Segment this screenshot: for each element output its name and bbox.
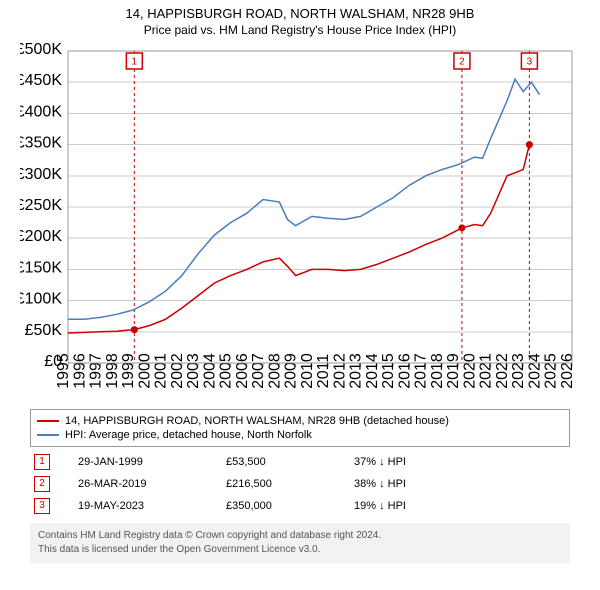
x-axis-label: 2026 [559,353,576,389]
series-legend: 14, HAPPISBURGH ROAD, NORTH WALSHAM, NR2… [30,409,570,447]
chart-marker-label: 3 [527,57,533,68]
x-axis-label: 2014 [364,353,381,389]
attribution-box: Contains HM Land Registry data © Crown c… [30,523,570,563]
x-axis-label: 2008 [266,353,283,389]
sale-row: 2 26-MAR-2019£216,50038% ↓ HPI [30,473,570,495]
x-axis-label: 1998 [104,353,121,389]
y-axis-label: £100K [20,291,62,308]
legend-swatch [37,420,59,422]
sale-point [458,224,465,231]
x-axis-label: 2011 [315,354,332,389]
y-axis-label: £450K [20,72,62,89]
x-axis-label: 2019 [445,353,462,389]
y-axis-label: £350K [20,135,62,152]
sale-marker-box: 3 [34,498,50,514]
y-axis-label: £150K [20,259,62,276]
x-axis-label: 2015 [380,353,397,389]
x-axis-label: 2021 [478,353,495,389]
y-axis-label: £200K [20,228,62,245]
x-axis-label: 1996 [71,353,88,389]
x-axis-label: 2009 [283,353,300,389]
chart-svg: £0£50K£100K£150K£200K£250K£300K£350K£400… [20,43,580,403]
x-axis-label: 2018 [429,353,446,389]
sale-date: 26-MAR-2019 [74,473,222,495]
legend-label: HPI: Average price, detached house, Nort… [65,429,312,441]
chart-marker-label: 2 [459,57,465,68]
sale-date: 19-MAY-2023 [74,495,222,517]
sale-point [526,141,533,148]
x-axis-label: 2016 [396,353,413,389]
x-axis-label: 2025 [543,353,560,389]
legend-label: 14, HAPPISBURGH ROAD, NORTH WALSHAM, NR2… [65,415,449,427]
y-axis-label: £400K [20,103,62,120]
y-axis-label: £50K [25,322,63,339]
chart-subtitle: Price paid vs. HM Land Registry's House … [0,21,600,43]
x-axis-label: 2006 [234,353,251,389]
x-axis-label: 2012 [331,353,348,389]
x-axis-label: 2005 [218,353,235,389]
x-axis-label: 2023 [510,353,527,389]
attribution-line: Contains HM Land Registry data © Crown c… [38,529,562,543]
chart-marker-label: 1 [132,57,138,68]
chart-area: £0£50K£100K£150K£200K£250K£300K£350K£400… [20,43,580,403]
sale-price: £350,000 [222,495,350,517]
x-axis-label: 2003 [185,353,202,389]
y-axis-label: £500K [20,43,62,58]
y-axis-label: £300K [20,166,62,183]
sale-price: £216,500 [222,473,350,495]
sale-row: 3 19-MAY-2023£350,00019% ↓ HPI [30,495,570,517]
sale-pct: 19% ↓ HPI [350,495,570,517]
legend-row: HPI: Average price, detached house, Nort… [37,428,563,442]
sales-table: 1 29-JAN-1999£53,50037% ↓ HPI 2 26-MAR-2019… [30,451,570,517]
x-axis-label: 2020 [461,353,478,389]
x-axis-label: 2017 [413,353,430,389]
sale-pct: 37% ↓ HPI [350,451,570,473]
legend-swatch [37,434,59,436]
x-axis-label: 2010 [299,353,316,389]
legend-row: 14, HAPPISBURGH ROAD, NORTH WALSHAM, NR2… [37,414,563,428]
x-axis-label: 2000 [136,353,153,389]
sale-pct: 38% ↓ HPI [350,473,570,495]
x-axis-label: 2002 [169,353,186,389]
arrow-down-icon: ↓ [379,500,385,512]
x-axis-label: 2022 [494,353,511,389]
attribution-line: This data is licensed under the Open Gov… [38,543,562,557]
x-axis-label: 2007 [250,353,267,389]
x-axis-label: 1995 [55,353,72,389]
y-axis-label: £250K [20,197,62,214]
x-axis-label: 2013 [348,353,365,389]
sale-row: 1 29-JAN-1999£53,50037% ↓ HPI [30,451,570,473]
arrow-down-icon: ↓ [379,456,385,468]
sale-price: £53,500 [222,451,350,473]
x-axis-label: 1997 [88,353,105,389]
arrow-down-icon: ↓ [379,478,385,490]
sale-date: 29-JAN-1999 [74,451,222,473]
x-axis-label: 2004 [201,353,218,389]
sales-legend: 1 29-JAN-1999£53,50037% ↓ HPI 2 26-MAR-2019… [30,451,570,517]
sale-marker-box: 2 [34,476,50,492]
x-axis-label: 2001 [153,353,170,389]
chart-title: 14, HAPPISBURGH ROAD, NORTH WALSHAM, NR2… [0,0,600,21]
series-hpi [68,79,540,319]
sale-marker-box: 1 [34,454,50,470]
series-price-paid [68,145,529,333]
sale-point [131,326,138,333]
